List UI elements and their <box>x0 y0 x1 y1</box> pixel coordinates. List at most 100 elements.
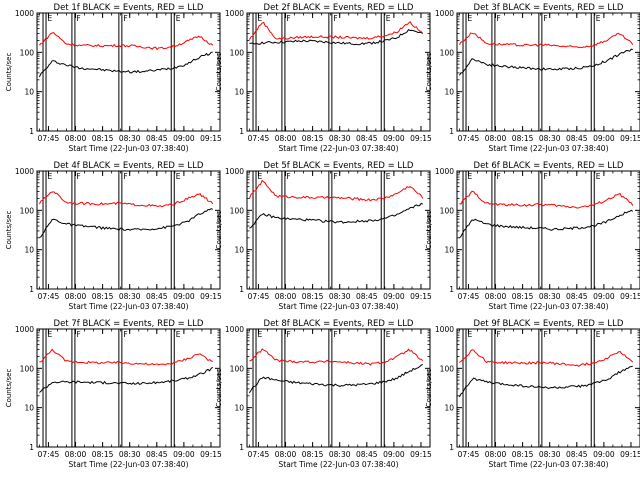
x-tick-label: 08:45 <box>356 450 378 459</box>
y-tick-label: 1 <box>449 443 454 452</box>
flag-label: F <box>286 172 290 181</box>
flag-label: F <box>543 330 547 339</box>
series-events-line <box>459 209 634 239</box>
x-tick-label: 09:15 <box>410 450 432 459</box>
x-tick-label: 08:15 <box>512 450 534 459</box>
x-axis-label: Start Time (22-Jun-03 07:38:40) <box>489 144 609 153</box>
panel-title: Det 3f BLACK = Events, RED = LLD <box>474 3 624 13</box>
flag-label: E <box>48 14 53 23</box>
x-axis-label: Start Time (22-Jun-03 07:38:40) <box>69 460 189 469</box>
flag-label: F <box>333 330 337 339</box>
x-tick-label: 08:00 <box>65 292 87 301</box>
flag-label: E <box>468 14 473 23</box>
x-tick-label: 07:45 <box>248 450 270 459</box>
y-tick-label: 10 <box>234 246 244 255</box>
x-tick-label: 07:45 <box>248 292 270 301</box>
x-axis-label: Start Time (22-Jun-03 07:38:40) <box>69 144 189 153</box>
flag-label: F <box>496 330 500 339</box>
x-tick-label: 08:45 <box>566 292 588 301</box>
y-tick-label: 10 <box>24 246 34 255</box>
flag-label: E <box>596 14 601 23</box>
x-tick-label: 08:15 <box>92 292 114 301</box>
y-axis-label: Counts/sec <box>215 369 223 408</box>
x-axis-label: Start Time (22-Jun-03 07:38:40) <box>279 302 399 311</box>
x-axis-label: Start Time (22-Jun-03 07:38:40) <box>279 460 399 469</box>
y-tick-label: 1 <box>239 443 244 452</box>
detector-panel-6: Det 6f BLACK = Events, RED = LLD Counts/s… <box>425 161 640 311</box>
series-lld-line <box>248 21 424 40</box>
flag-label: E <box>176 172 181 181</box>
y-tick-label: 1000 <box>435 9 454 18</box>
x-tick-label: 07:45 <box>458 292 480 301</box>
flag-label: F <box>333 14 337 23</box>
y-tick-label: 10 <box>444 246 454 255</box>
x-tick-label: 09:15 <box>200 134 222 143</box>
y-tick-label: 100 <box>230 48 245 57</box>
plot-frame <box>246 170 431 290</box>
x-tick-label: 09:00 <box>593 292 615 301</box>
x-tick-label: 09:00 <box>593 134 615 143</box>
flag-label: F <box>76 330 80 339</box>
x-tick-label: 08:00 <box>65 134 87 143</box>
x-tick-label: 08:30 <box>119 134 141 143</box>
x-tick-label: 09:15 <box>620 134 640 143</box>
y-tick-label: 1000 <box>225 9 244 18</box>
series-lld-line <box>458 32 634 49</box>
flag-label: E <box>48 330 53 339</box>
x-axis-label: Start Time (22-Jun-03 07:38:40) <box>69 302 189 311</box>
flag-label: E <box>386 14 391 23</box>
flag-label: E <box>176 330 181 339</box>
y-tick-label: 1000 <box>435 167 454 176</box>
detector-panel-1: Det 1f BLACK = Events, RED = LLD Counts/s… <box>5 3 222 153</box>
series-lld-line <box>248 179 424 202</box>
y-tick-label: 10 <box>24 404 34 413</box>
y-tick-label: 1000 <box>435 325 454 334</box>
flag-label: E <box>596 330 601 339</box>
detector-panel-4: Det 4f BLACK = Events, RED = LLD Counts/s… <box>5 161 222 311</box>
x-tick-label: 07:45 <box>38 292 60 301</box>
detector-panel-5: Det 5f BLACK = Events, RED = LLD Counts/s… <box>215 161 432 311</box>
flag-label: F <box>76 14 80 23</box>
flag-label: F <box>496 14 500 23</box>
x-axis-label: Start Time (22-Jun-03 07:38:40) <box>489 302 609 311</box>
x-tick-label: 09:15 <box>410 292 432 301</box>
series-lld-line <box>39 32 214 51</box>
y-tick-label: 10 <box>444 404 454 413</box>
y-axis-label: Counts/sec <box>5 369 13 408</box>
panel-title: Det 8f BLACK = Events, RED = LLD <box>264 319 414 329</box>
x-tick-label: 08:45 <box>356 134 378 143</box>
x-tick-label: 07:45 <box>458 450 480 459</box>
x-tick-label: 09:15 <box>620 292 640 301</box>
panel-title: Det 7f BLACK = Events, RED = LLD <box>54 319 204 329</box>
y-tick-label: 1000 <box>225 325 244 334</box>
y-axis-label: Counts/sec <box>425 369 433 408</box>
plot-frame <box>246 12 431 132</box>
plot-frame <box>456 170 640 290</box>
x-tick-label: 08:15 <box>302 134 324 143</box>
y-tick-label: 100 <box>230 364 245 373</box>
detector-panel-8: Det 8f BLACK = Events, RED = LLD Counts/s… <box>215 319 432 469</box>
x-tick-label: 08:00 <box>485 450 507 459</box>
x-tick-label: 08:15 <box>92 134 114 143</box>
x-tick-label: 08:45 <box>566 134 588 143</box>
x-tick-label: 08:30 <box>119 292 141 301</box>
flag-label: E <box>468 330 473 339</box>
x-tick-label: 08:15 <box>302 292 324 301</box>
y-axis-label: Counts/sec <box>425 53 433 92</box>
plot-frame <box>36 12 221 132</box>
detector-panel-2: Det 2f BLACK = Events, RED = LLD Counts/s… <box>215 3 432 153</box>
y-tick-label: 1000 <box>15 9 34 18</box>
x-tick-label: 08:45 <box>146 450 168 459</box>
x-tick-label: 08:15 <box>92 450 114 459</box>
y-tick-label: 1 <box>29 127 34 136</box>
y-axis-label: Counts/sec <box>425 211 433 250</box>
panel-title: Det 6f BLACK = Events, RED = LLD <box>474 161 624 171</box>
x-tick-label: 08:30 <box>329 134 351 143</box>
x-axis-label: Start Time (22-Jun-03 07:38:40) <box>279 144 399 153</box>
plot-frame <box>456 12 640 132</box>
y-tick-label: 100 <box>20 364 35 373</box>
x-tick-label: 08:30 <box>119 450 141 459</box>
y-tick-label: 10 <box>444 88 454 97</box>
x-tick-label: 09:00 <box>383 292 405 301</box>
x-tick-label: 08:15 <box>512 134 534 143</box>
